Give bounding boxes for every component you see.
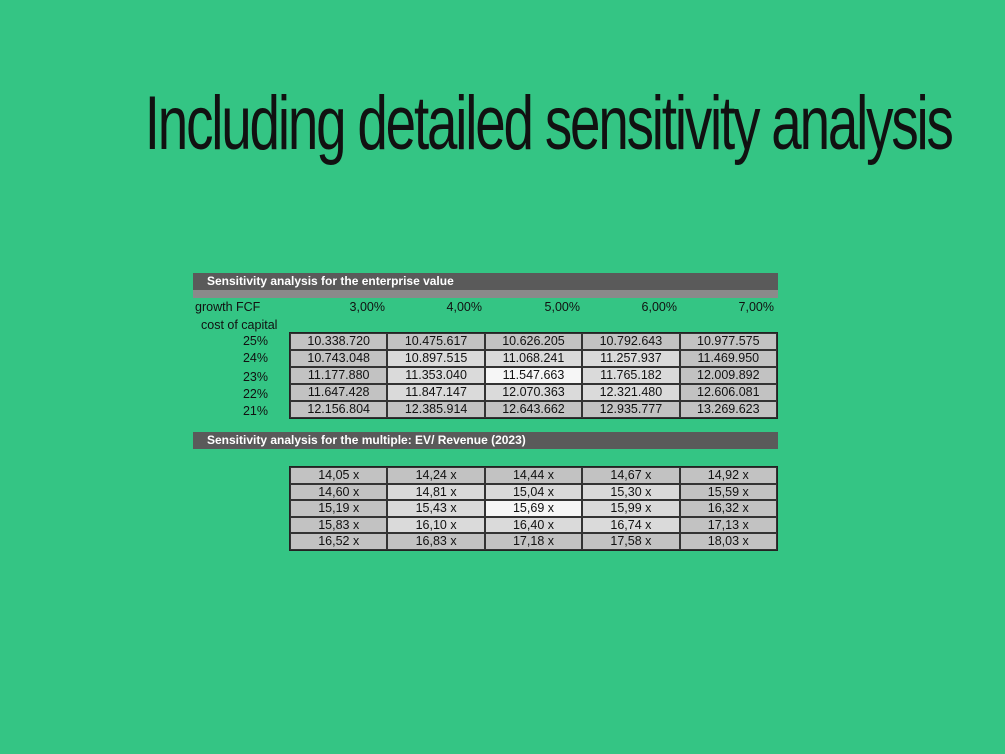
ev-grid: 10.338.720 10.475.617 10.626.205 10.792.643…: [289, 332, 778, 419]
growth-rate-header: 4,00%: [446, 300, 482, 314]
cost-of-capital-value: 25%: [242, 334, 268, 348]
table-cell: 17,58 x: [582, 533, 680, 550]
table-cell: 16,40 x: [484, 516, 583, 533]
table-cell: 11.647.428: [290, 384, 388, 401]
table-cell: 13.269.623: [679, 401, 777, 418]
table-cell: 16,83 x: [387, 533, 485, 550]
table-cell: 14,81 x: [387, 483, 485, 500]
table-cell: 12.009.892: [679, 367, 777, 384]
cost-of-capital-value: 24%: [242, 351, 268, 365]
table-cell: 10.977.575: [679, 333, 777, 350]
ev-table-header: Sensitivity analysis for the enterprise …: [193, 273, 778, 290]
table-cell: 14,92 x: [679, 467, 777, 484]
table-cell: 15,83 x: [290, 516, 388, 533]
table-cell: 15,43 x: [387, 500, 485, 517]
cost-of-capital-label: cost of capital: [201, 318, 278, 332]
growth-rate-header: 3,00%: [349, 300, 385, 314]
table-cell: 14,05 x: [290, 467, 388, 484]
cost-of-capital-value: 23%: [242, 370, 268, 384]
table-cell: 11.353.040: [387, 367, 485, 384]
table-cell: 15,19 x: [290, 500, 388, 517]
table-cell: 10.338.720: [290, 333, 388, 350]
slide-title: Including detailed sensitivity analysis: [144, 81, 954, 166]
table-cell: 18,03 x: [679, 533, 777, 550]
table-cell: 15,69 x: [484, 500, 583, 517]
table-cell: 11.257.937: [582, 350, 680, 367]
multiple-grid: 14,05 x 14,24 x 14,44 x 14,67 x 14,92 x 14,60…: [289, 466, 778, 551]
table-cell: 10.626.205: [484, 333, 583, 350]
cost-of-capital-value: 21%: [242, 404, 268, 418]
table-cell: 12.385.914: [387, 401, 485, 418]
table-cell: 15,30 x: [582, 483, 680, 500]
table-cell: 11.847.147: [387, 384, 485, 401]
table-cell: 16,52 x: [290, 533, 388, 550]
table-cell: 10.475.617: [387, 333, 485, 350]
table-cell: 17,18 x: [484, 533, 583, 550]
multiple-table-header: Sensitivity analysis for the multiple: E…: [193, 432, 778, 449]
table-cell: 11.469.950: [679, 350, 777, 367]
cost-of-capital-value: 22%: [242, 387, 268, 401]
table-cell: 12.321.480: [582, 384, 680, 401]
table-cell: 16,32 x: [679, 500, 777, 517]
ev-header-band: [193, 290, 778, 298]
table-cell: 15,04 x: [484, 483, 583, 500]
table-cell: 11.765.182: [582, 367, 680, 384]
table-cell: 11.177.880: [290, 367, 388, 384]
table-cell: 11.547.663: [484, 367, 583, 384]
table-cell: 12.606.081: [679, 384, 777, 401]
table-cell: 15,59 x: [679, 483, 777, 500]
table-cell: 10.792.643: [582, 333, 680, 350]
table-cell: 12.070.363: [484, 384, 583, 401]
table-cell: 10.743.048: [290, 350, 388, 367]
growth-rate-header: 5,00%: [544, 300, 580, 314]
table-cell: 17,13 x: [679, 516, 777, 533]
table-cell: 12.156.804: [290, 401, 388, 418]
table-cell: 11.068.241: [484, 350, 583, 367]
table-cell: 14,44 x: [484, 467, 583, 484]
table-cell: 12.935.777: [582, 401, 680, 418]
table-cell: 14,60 x: [290, 483, 388, 500]
table-cell: 14,24 x: [387, 467, 485, 484]
table-cell: 12.643.662: [484, 401, 583, 418]
table-cell: 16,10 x: [387, 516, 485, 533]
growth-rate-header: 7,00%: [738, 300, 774, 314]
table-cell: 15,99 x: [582, 500, 680, 517]
growth-rate-header: 6,00%: [641, 300, 677, 314]
table-cell: 14,67 x: [582, 467, 680, 484]
table-cell: 10.897.515: [387, 350, 485, 367]
table-cell: 16,74 x: [582, 516, 680, 533]
growth-fcf-label: growth FCF: [195, 300, 261, 314]
